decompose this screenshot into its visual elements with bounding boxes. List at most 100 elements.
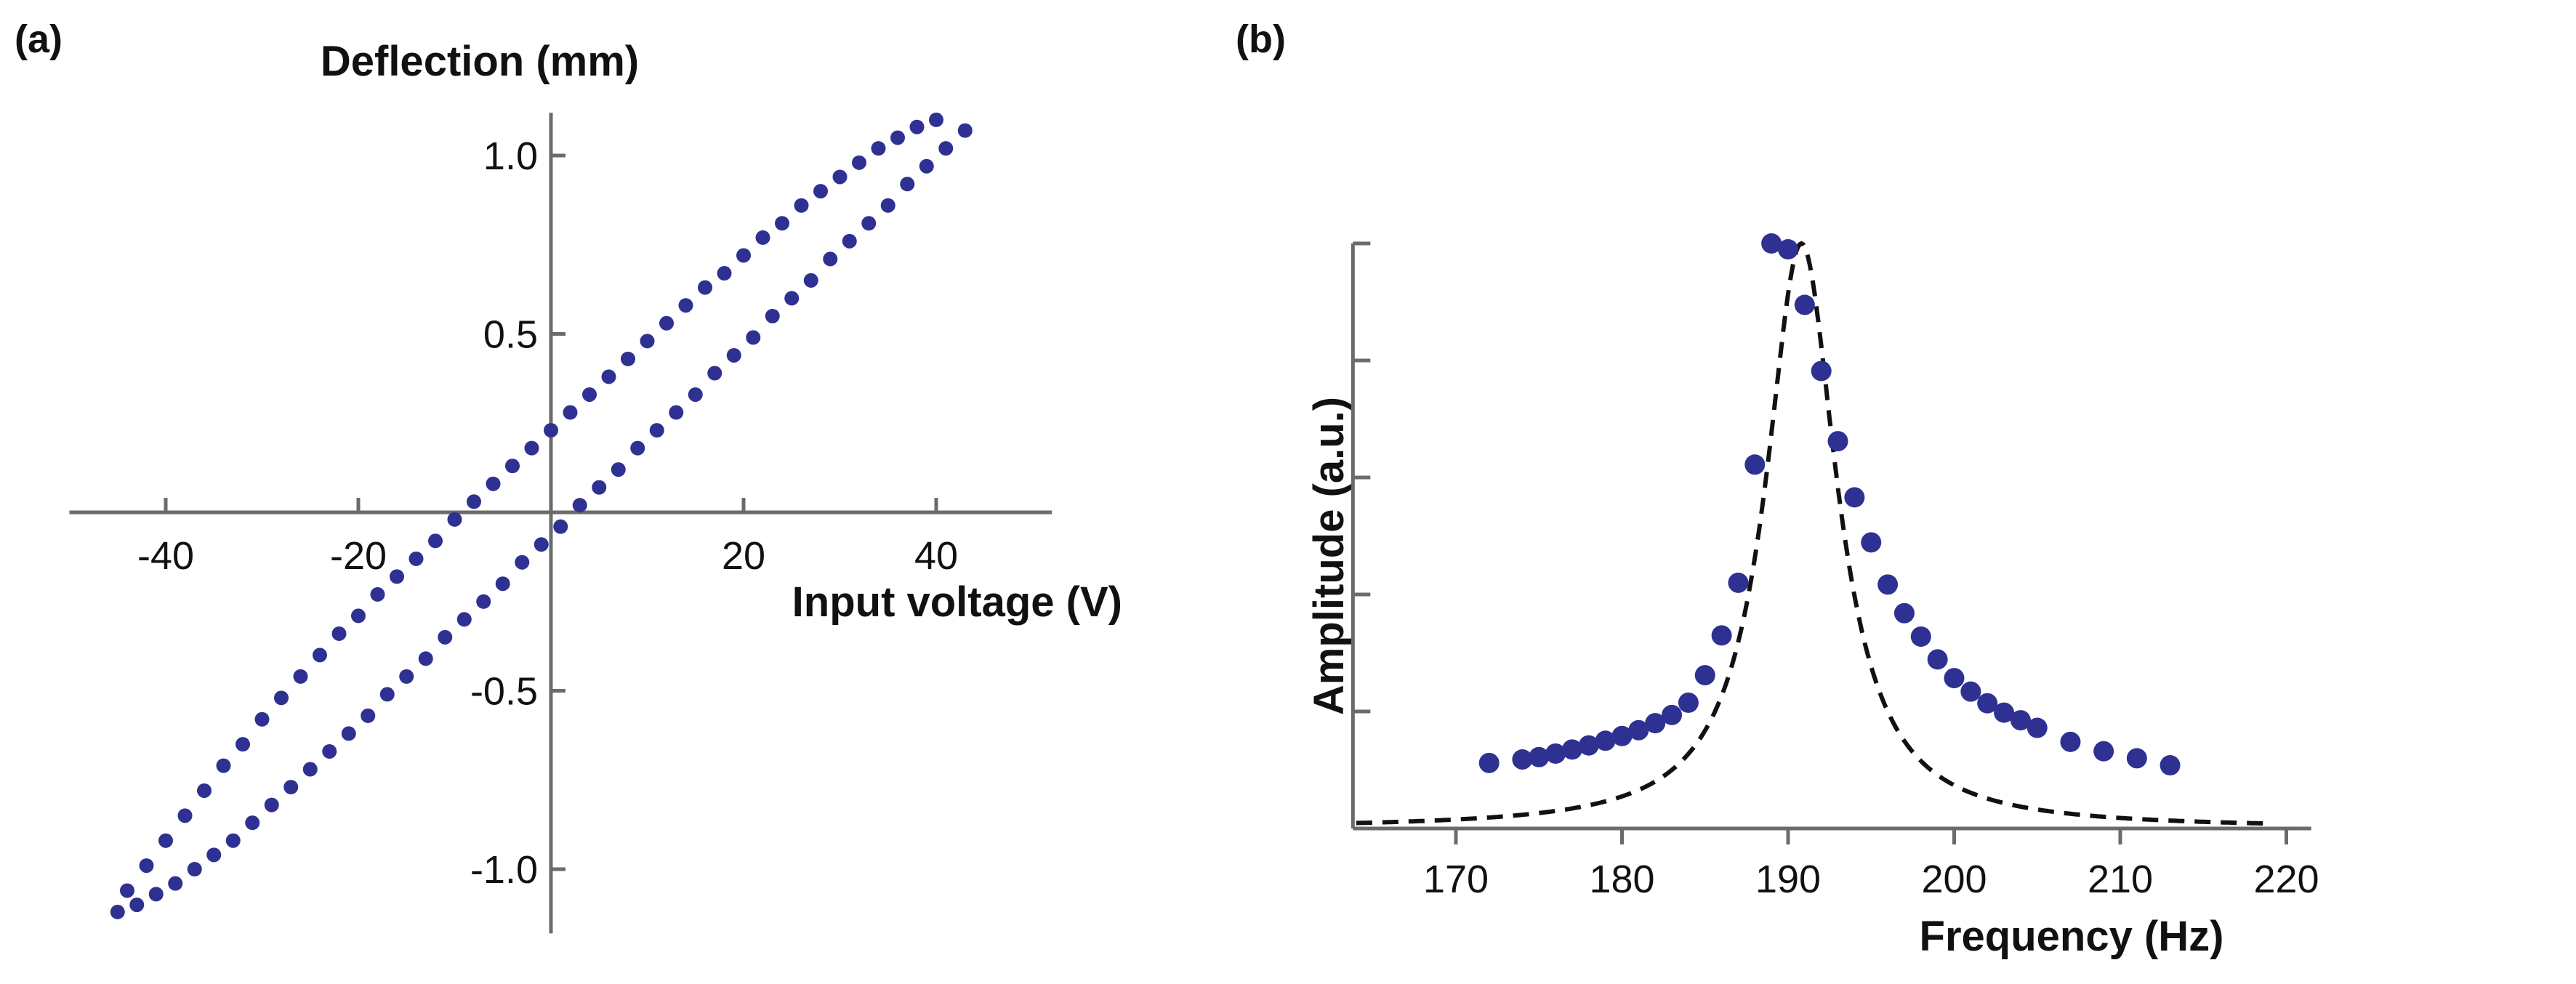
chart-a-point-increasing (206, 847, 222, 863)
chart-a-point-increasing (823, 251, 838, 267)
chart-a-point-increasing (322, 743, 337, 759)
chart-b-x-tick-label: 220 (2253, 858, 2319, 901)
chart-a-point-decreasing (467, 494, 481, 509)
chart-a-point-increasing (611, 462, 626, 477)
chart-a-point-decreasing (640, 334, 655, 349)
chart-a-point-increasing (726, 347, 741, 363)
chart-b-point (1877, 574, 1899, 595)
chart-b-point (1910, 626, 1931, 647)
chart-b-point (1744, 454, 1766, 475)
chart-a-point-increasing (707, 366, 723, 381)
chart-a-point-decreasing (659, 315, 674, 331)
chart-a-point-increasing (649, 423, 664, 438)
chart-a-point-decreasing (871, 141, 886, 156)
chart-b-point (1794, 294, 1815, 315)
chart-b-point (1561, 739, 1582, 760)
chart-a-point-increasing (495, 576, 510, 592)
chart-b-point (2026, 717, 2048, 738)
chart-b-point (1694, 665, 1715, 686)
chart-a-point-increasing (399, 669, 414, 684)
chart-a-point-increasing (900, 177, 915, 192)
chart-a-ticks (164, 153, 938, 871)
chart-b-point (2010, 710, 2031, 731)
chart-a-point-decreasing (832, 169, 848, 185)
chart-a-point-increasing (379, 687, 395, 702)
chart-a-point-increasing (630, 440, 645, 456)
chart-a-y-tick-label: 1.0 (483, 134, 538, 178)
chart-a-x-axis-label: Input voltage (V) (792, 578, 1122, 626)
chart-a-point-decreasing (890, 130, 905, 145)
chart-b-points (1478, 233, 2181, 776)
chart-a-point-decreasing (909, 119, 925, 134)
chart-b-point (1711, 625, 1732, 646)
chart-b-point (2160, 755, 2181, 776)
chart-a-point-decreasing (331, 626, 347, 641)
chart-b-point (1478, 752, 1500, 773)
chart-b-point (1811, 360, 1832, 382)
chart-a-point-decreasing (852, 155, 866, 170)
chart-a-point-increasing (861, 216, 877, 231)
chart-b-point (1960, 681, 1981, 702)
chart-a-point-decreasing (486, 476, 501, 491)
chart-b-point (1844, 487, 1865, 508)
chart-b-point (1678, 692, 1699, 713)
chart-a-point-decreasing (177, 808, 193, 823)
chart-a-point-increasing (803, 273, 818, 288)
chart-b-point (1778, 239, 1798, 260)
chart-a-point-increasing (572, 498, 587, 513)
chart-a-y-tick-label: 0.5 (483, 313, 538, 357)
chart-a-point-increasing (957, 123, 973, 138)
chart-b-point (1512, 749, 1533, 770)
chart-a-point-increasing (456, 612, 472, 627)
chart-a-y-axis-label: Deflection (mm) (321, 38, 639, 85)
chart-a-x-tick-label: -40 (137, 534, 194, 578)
chart-a-point-increasing (361, 708, 376, 723)
chart-a-point-decreasing (428, 533, 443, 549)
chart-a-y-tick-label: -1.0 (470, 848, 538, 892)
chart-a-point-increasing (765, 308, 780, 323)
chart-a-point-increasing (264, 797, 279, 812)
chart-a-point-increasing (168, 876, 183, 891)
chart-b-point (1595, 730, 1616, 751)
chart-b-point (2126, 748, 2147, 769)
chart-a-point-increasing (515, 554, 530, 570)
chart-b-point (1645, 713, 1666, 734)
chart-a-point-decreasing (813, 184, 828, 199)
chart-a-point-decreasing (717, 266, 732, 281)
chart-a-point-increasing (534, 537, 549, 552)
chart-b-x-tick-label: 200 (1921, 858, 1987, 901)
chart-b-x-tick-label: 180 (1589, 858, 1654, 901)
chart-b-point (1927, 649, 1948, 670)
chart-a-point-decreasing (236, 737, 250, 752)
chart-b-tick-labels: 170 180 190 200 210 220 (1423, 858, 2319, 901)
chart-b-point (1628, 719, 1649, 741)
chart-a-point-decreasing (447, 512, 462, 527)
chart-a-point-increasing (938, 141, 954, 156)
chart-b-point (1893, 602, 1915, 624)
chart-b-point (1545, 743, 1566, 764)
chart-b-point (1728, 572, 1749, 593)
chart-a-point-decreasing (351, 608, 366, 624)
chart-a-point-increasing (669, 405, 684, 420)
chart-a-point-increasing (341, 726, 356, 741)
chart-a-point-increasing (688, 387, 703, 402)
chart-b-panel-label: (b) (1236, 17, 1286, 61)
chart-a-x-tick-label: 40 (914, 534, 958, 578)
chart-a-x-tick-label: 20 (722, 534, 765, 578)
chart-a-point-decreasing (544, 423, 558, 438)
chart-a-point-decreasing (775, 216, 789, 231)
chart-b-point (1994, 702, 2015, 723)
chart-a-point-increasing (746, 330, 761, 345)
chart-b-point (1611, 725, 1633, 746)
chart-a-point-increasing (283, 780, 299, 795)
chart-a-y-tick-label: -0.5 (470, 670, 538, 714)
chart-b: (b) Frequency (Hz) Amplitude (a.u.) 170 1… (1236, 17, 2319, 960)
chart-a-point-decreasing (621, 351, 635, 366)
chart-a: (a) Deflection (mm) Input voltage (V) -4… (15, 17, 1122, 934)
chart-b-x-tick-label: 190 (1755, 858, 1821, 901)
chart-a-point-decreasing (120, 883, 134, 898)
chart-b-point (1578, 735, 1599, 756)
chart-a-point-decreasing (390, 569, 404, 584)
chart-a-point-decreasing (698, 280, 712, 295)
